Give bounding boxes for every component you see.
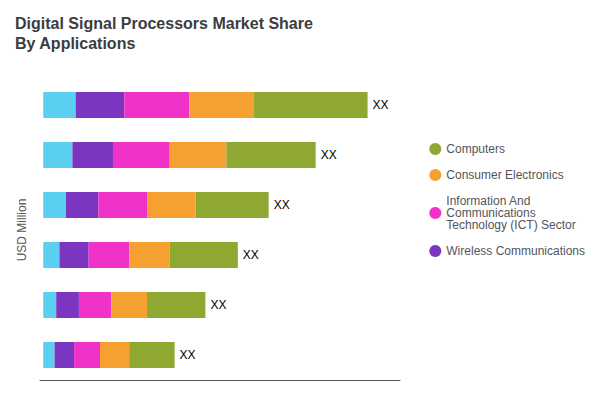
svg-text:XX: XX (321, 148, 337, 162)
svg-text:XX: XX (180, 348, 196, 362)
svg-text:By Applications: By Applications (15, 35, 135, 52)
svg-text:Wireless Communications: Wireless Communications (446, 244, 585, 258)
svg-text:XX: XX (243, 248, 259, 262)
svg-text:Communications: Communications (446, 206, 536, 220)
svg-text:XX: XX (210, 298, 226, 312)
svg-text:XX: XX (274, 198, 290, 212)
svg-text:Technology (ICT) Sector: Technology (ICT) Sector (446, 218, 575, 232)
svg-text:Consumer Electronics: Consumer Electronics (446, 168, 563, 182)
svg-text:XX: XX (373, 98, 389, 112)
svg-text:Computers: Computers (446, 142, 505, 156)
svg-text:Digital Signal Processors Mark: Digital Signal Processors Market Share (15, 15, 313, 32)
svg-text:Information And: Information And (446, 194, 531, 208)
svg-text:USD Million: USD Million (15, 199, 29, 262)
